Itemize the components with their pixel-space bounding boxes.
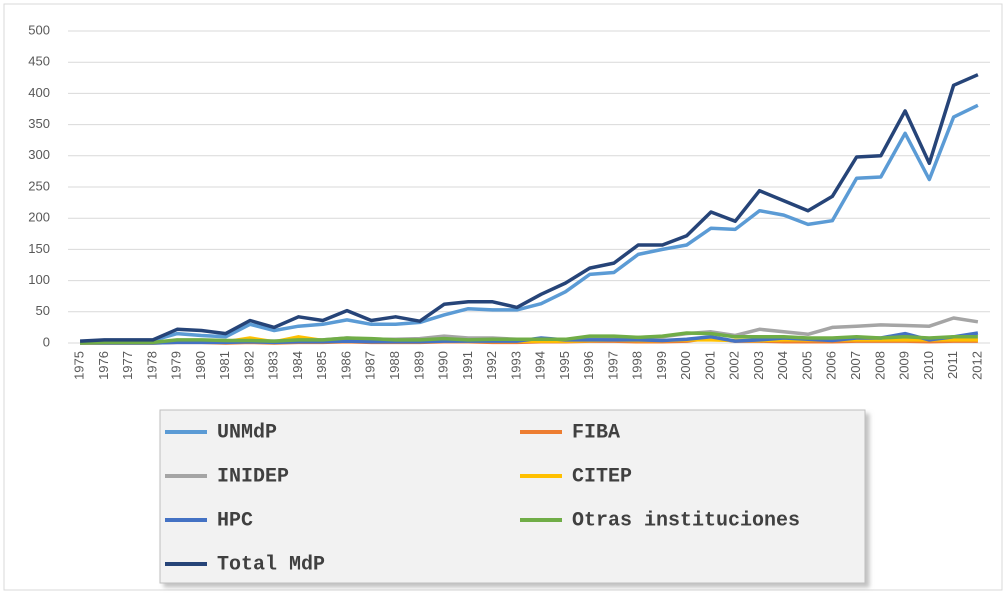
x-tick-label: 1997 — [605, 351, 620, 380]
x-tick-label: 1983 — [266, 351, 281, 380]
x-tick-label: 1989 — [411, 351, 426, 380]
series-line — [80, 73, 979, 343]
y-tick-label: 50 — [36, 303, 50, 318]
x-tick-label: 1986 — [338, 351, 353, 380]
x-tick-label: 1987 — [363, 351, 378, 380]
x-tick-label: 1979 — [169, 351, 184, 380]
x-tick-label: 1984 — [290, 351, 305, 380]
x-tick-label: 1980 — [193, 351, 208, 380]
legend-label: Total MdP — [217, 553, 325, 576]
x-tick-label: 2005 — [799, 351, 814, 380]
x-tick-label: 1996 — [581, 351, 596, 380]
x-tick-label: 2002 — [727, 351, 742, 380]
x-tick-label: 2011 — [945, 351, 960, 379]
x-tick-label: 2006 — [824, 351, 839, 380]
series-line — [80, 103, 979, 344]
x-tick-label: 1999 — [654, 351, 669, 380]
x-tick-label: 2012 — [969, 351, 984, 380]
series-line — [80, 331, 978, 345]
legend-label: Otras instituciones — [572, 509, 800, 532]
x-tick-label: 1985 — [314, 351, 329, 380]
y-tick-label: 0 — [43, 334, 50, 349]
x-tick-label: 1982 — [241, 351, 256, 380]
x-tick-label: 1977 — [120, 351, 135, 380]
x-tick-label: 2001 — [702, 351, 717, 380]
y-tick-label: 450 — [28, 54, 50, 69]
x-tick-label: 2009 — [897, 351, 912, 380]
x-tick-label: 2010 — [921, 351, 936, 380]
y-tick-label: 150 — [28, 241, 50, 256]
x-tick-label: 1998 — [630, 351, 645, 380]
x-tick-label: 1991 — [460, 351, 475, 380]
legend-box — [159, 409, 866, 584]
y-tick-label: 300 — [28, 147, 50, 162]
x-tick-label: 2003 — [751, 351, 766, 380]
x-tick-label: 1990 — [436, 351, 451, 380]
x-tick-label: 2004 — [775, 351, 790, 380]
x-tick-label: 1988 — [387, 351, 402, 380]
x-tick-label: 1978 — [144, 351, 159, 380]
y-tick-label: 350 — [28, 116, 50, 131]
x-tick-label: 1976 — [96, 351, 111, 380]
legend-label: INIDEP — [217, 465, 289, 488]
y-tick-label: 400 — [28, 85, 50, 100]
x-tick-label: 1975 — [72, 351, 87, 380]
legend-label: FIBA — [572, 421, 620, 444]
x-tick-label: 1993 — [508, 351, 523, 380]
x-tick-label: 1981 — [217, 351, 232, 380]
x-tick-label: 1995 — [557, 351, 572, 380]
y-tick-label: 250 — [28, 178, 50, 193]
x-tick-label: 2000 — [678, 351, 693, 380]
y-tick-label: 200 — [28, 210, 50, 225]
legend-label: CITEP — [572, 465, 632, 488]
x-tick-label: 1994 — [533, 351, 548, 380]
y-tick-label: 500 — [28, 22, 50, 37]
legend-label: HPC — [217, 509, 253, 532]
x-tick-label: 1992 — [484, 351, 499, 380]
x-tick-label: 2007 — [848, 351, 863, 380]
y-tick-label: 100 — [28, 272, 50, 287]
x-tick-label: 2008 — [872, 351, 887, 380]
legend-label: UNMdP — [217, 421, 277, 444]
